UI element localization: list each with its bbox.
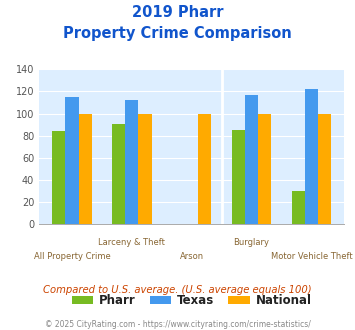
Text: All Property Crime: All Property Crime bbox=[34, 252, 110, 261]
Bar bbox=[65, 97, 78, 224]
Bar bbox=[52, 131, 65, 224]
Text: © 2025 CityRating.com - https://www.cityrating.com/crime-statistics/: © 2025 CityRating.com - https://www.city… bbox=[45, 320, 310, 329]
Text: Burglary: Burglary bbox=[234, 238, 269, 247]
Bar bbox=[138, 114, 152, 224]
Bar bbox=[305, 89, 318, 224]
Bar bbox=[318, 114, 331, 224]
Text: 2019 Pharr: 2019 Pharr bbox=[132, 5, 223, 20]
Bar bbox=[198, 114, 212, 224]
Text: Property Crime Comparison: Property Crime Comparison bbox=[63, 26, 292, 41]
Bar bbox=[78, 114, 92, 224]
Text: Arson: Arson bbox=[180, 252, 204, 261]
Bar bbox=[112, 124, 125, 224]
Legend: Pharr, Texas, National: Pharr, Texas, National bbox=[67, 289, 316, 312]
Bar bbox=[292, 191, 305, 224]
Text: Compared to U.S. average. (U.S. average equals 100): Compared to U.S. average. (U.S. average … bbox=[43, 285, 312, 295]
Bar bbox=[232, 130, 245, 224]
Text: Motor Vehicle Theft: Motor Vehicle Theft bbox=[271, 252, 352, 261]
Bar bbox=[245, 95, 258, 224]
Bar bbox=[125, 100, 138, 224]
Text: Larceny & Theft: Larceny & Theft bbox=[98, 238, 165, 247]
Bar bbox=[258, 114, 271, 224]
